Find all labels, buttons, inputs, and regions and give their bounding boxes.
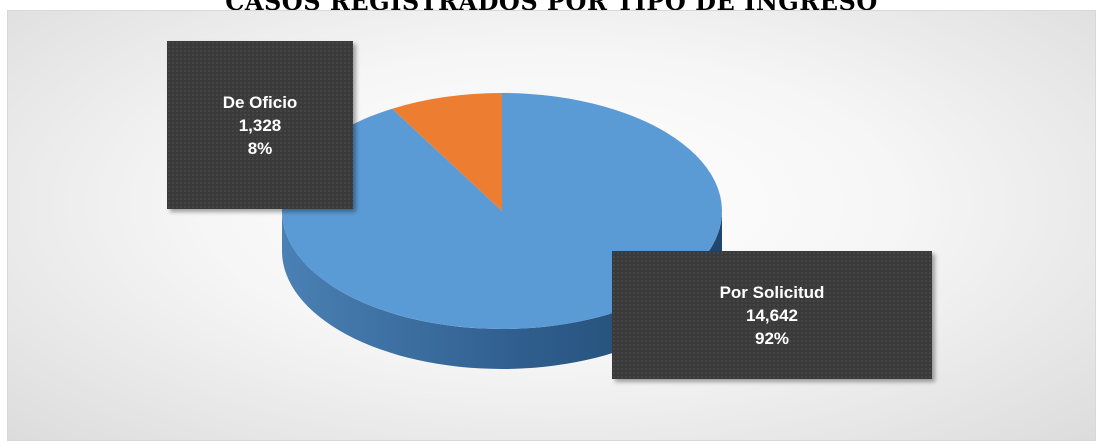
data-label-percent: 8% — [247, 138, 273, 158]
chart-area: De Oficio 1,328 8% Por Solicitud 14,642 … — [7, 10, 1096, 441]
data-label-de-oficio: De Oficio 1,328 8% — [167, 41, 353, 209]
data-label-percent: 92% — [754, 328, 790, 348]
data-label-category: De Oficio — [222, 92, 298, 112]
data-label-category: Por Solicitud — [719, 282, 825, 302]
data-label-por-solicitud: Por Solicitud 14,642 92% — [612, 251, 932, 379]
pie-slice-de-oficio — [392, 93, 502, 211]
data-label-value: 14,642 — [746, 305, 798, 325]
data-label-value: 1,328 — [238, 115, 282, 135]
